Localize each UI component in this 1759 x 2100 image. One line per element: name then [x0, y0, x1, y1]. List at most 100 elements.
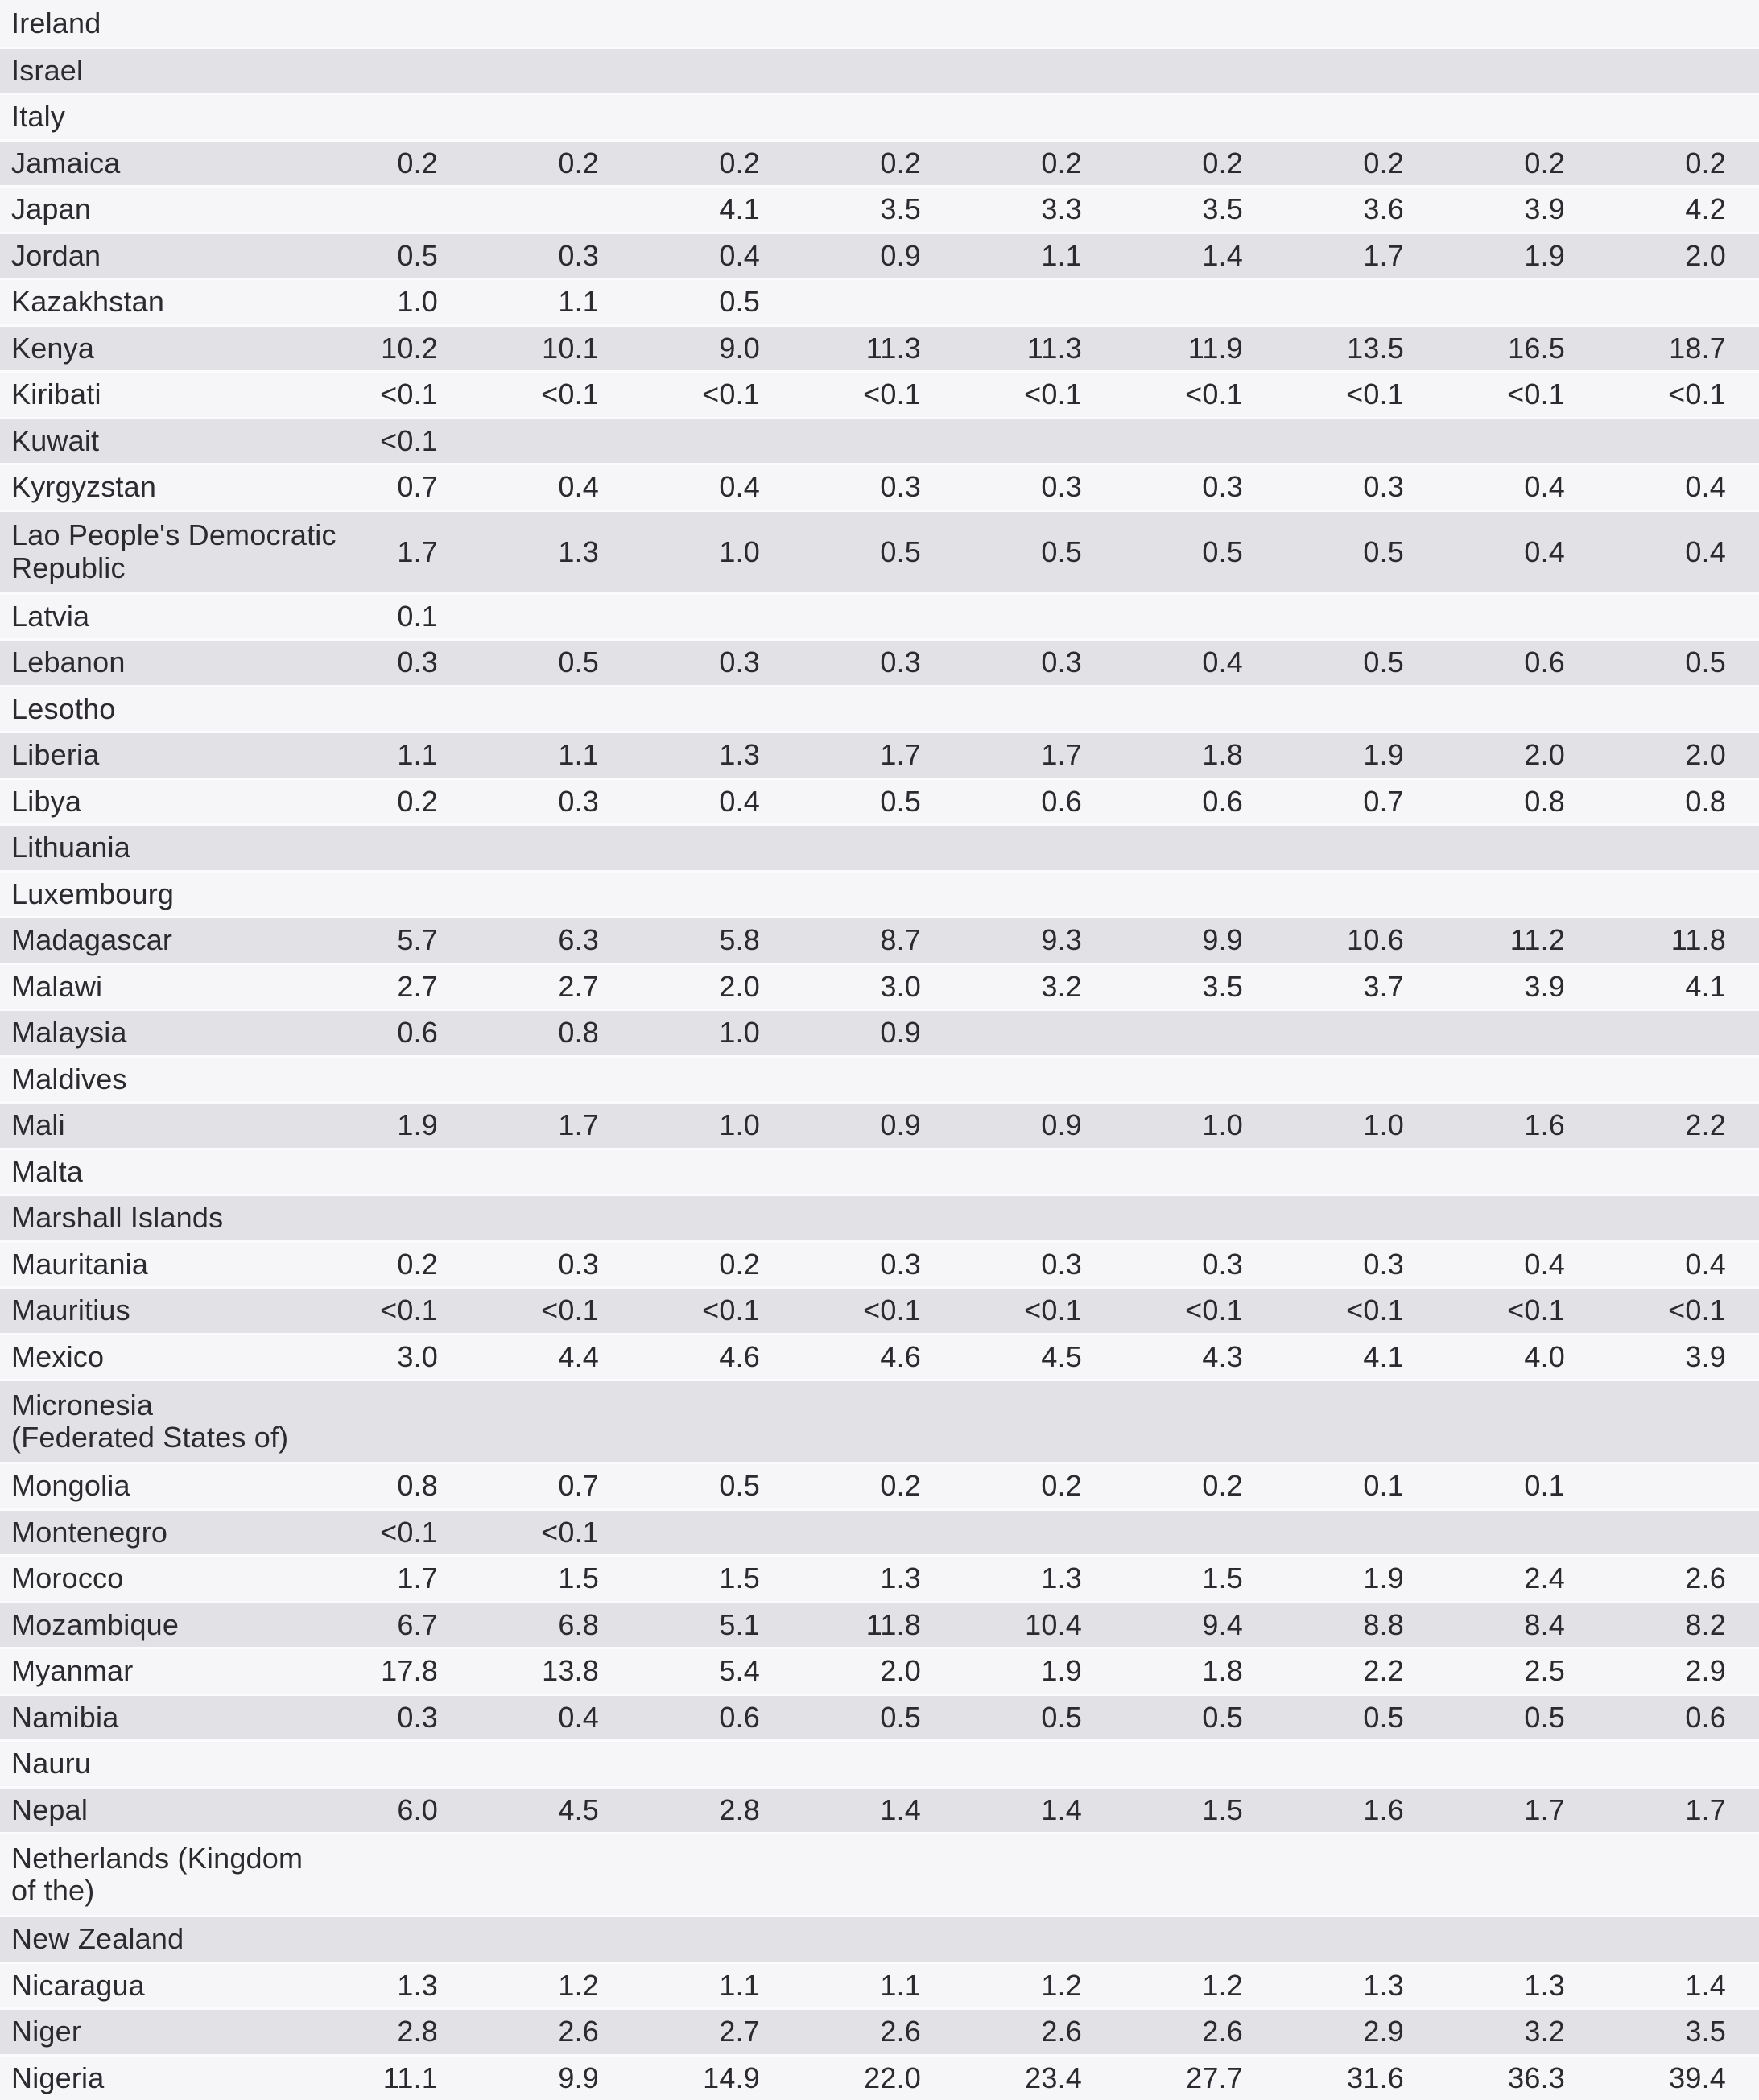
value-cell: 8.4 [1524, 1607, 1565, 1641]
country-name: Kiribati [11, 378, 101, 411]
value-cell: 0.3 [1363, 1247, 1404, 1281]
value-cell: 22.0 [864, 2061, 921, 2094]
value-cell: 1.3 [1041, 1562, 1082, 1595]
value-cell: 0.3 [1041, 470, 1082, 504]
value-cell: 2.6 [1202, 2015, 1243, 2048]
value-cell: <0.1 [1507, 378, 1565, 411]
value-cell: <0.1 [1185, 378, 1243, 411]
country-name: Maldives [11, 1062, 127, 1095]
value-cell: 2.9 [1685, 1654, 1726, 1688]
value-cell: 0.3 [719, 646, 760, 679]
value-cell: 1.3 [397, 1968, 438, 2002]
table-row: Kazakhstan 1.0 1.1 0.5 [0, 278, 1759, 324]
value-cell: 3.5 [1202, 192, 1243, 226]
value-cell: 2.0 [1524, 738, 1565, 772]
table-row: Nepal 6.0 4.5 2.8 1.4 1.4 1.5 1.6 1.7 1.7 [0, 1785, 1759, 1832]
value-cell: 1.0 [719, 1016, 760, 1050]
country-name: Morocco [11, 1562, 124, 1595]
value-cell: 0.3 [880, 470, 921, 504]
value-cell: 10.2 [381, 331, 438, 365]
country-name: Luxembourg [11, 877, 175, 910]
value-cell: 1.7 [1041, 738, 1082, 772]
table-row: Mongolia 0.8 0.7 0.5 0.2 0.2 0.2 0.1 0.1 [0, 1462, 1759, 1508]
value-cell: 2.8 [719, 1793, 760, 1826]
country-name: Lebanon [11, 646, 126, 679]
value-cell: 0.2 [880, 1469, 921, 1503]
value-cell: 2.7 [558, 969, 599, 1003]
value-cell: 0.6 [397, 1016, 438, 1050]
value-cell: 1.5 [719, 1562, 760, 1595]
value-cell: 2.7 [397, 969, 438, 1003]
value-cell: 1.1 [558, 285, 599, 319]
table-row: Mauritius <0.1 <0.1 <0.1 <0.1 <0.1 <0.1 <0.1 <0.… [0, 1286, 1759, 1333]
value-cell: <0.1 [1668, 378, 1726, 411]
value-cell: 0.9 [880, 1016, 921, 1050]
value-cell: 5.7 [397, 923, 438, 957]
value-cell: 3.0 [397, 1339, 438, 1373]
value-cell: 0.5 [880, 1700, 921, 1734]
value-cell: 0.5 [1524, 1700, 1565, 1734]
value-cell: 17.8 [381, 1654, 438, 1688]
value-cell: 0.3 [880, 1247, 921, 1281]
value-cell: 3.2 [1524, 2015, 1565, 2048]
table-row: Mali 1.9 1.7 1.0 0.9 0.9 1.0 1.0 1.6 2.2 [0, 1101, 1759, 1148]
table-row: Malawi 2.7 2.7 2.0 3.0 3.2 3.5 3.7 3.9 4.1 [0, 962, 1759, 1009]
country-name: Netherlands (Kingdom of the) [11, 1841, 303, 1907]
value-cell: 23.4 [1025, 2061, 1082, 2094]
table-row: Ireland [0, 0, 1759, 47]
table-row: Nicaragua 1.3 1.2 1.1 1.1 1.2 1.2 1.3 1.3 1.4 [0, 1961, 1759, 2007]
value-cell: 3.9 [1685, 1339, 1726, 1373]
value-cell: 0.5 [1041, 1700, 1082, 1734]
table-row: Kenya 10.2 10.1 9.0 11.3 11.3 11.9 13.5 16.5 18.7 [0, 324, 1759, 370]
table-row: Mexico 3.0 4.4 4.6 4.6 4.5 4.3 4.1 4.0 3.9 [0, 1332, 1759, 1379]
country-name: Lesotho [11, 691, 116, 725]
table-row: Niger 2.8 2.6 2.7 2.6 2.6 2.6 2.9 3.2 3.5 [0, 2007, 1759, 2054]
country-name: Liberia [11, 738, 100, 772]
value-cell: 0.7 [397, 470, 438, 504]
value-cell: 0.4 [1685, 470, 1726, 504]
value-cell: 0.4 [1685, 534, 1726, 568]
value-cell: 0.2 [1202, 146, 1243, 179]
country-name: Nigeria [11, 2061, 105, 2094]
value-cell: 8.8 [1363, 1607, 1404, 1641]
value-cell: 1.0 [1202, 1108, 1243, 1142]
value-cell: 1.2 [1202, 1968, 1243, 2002]
value-cell: 0.6 [1041, 784, 1082, 818]
value-cell: 1.3 [1524, 1968, 1565, 2002]
value-cell: <0.1 [380, 1515, 438, 1549]
table-row: Malaysia 0.6 0.8 1.0 0.9 [0, 1009, 1759, 1055]
country-name: Malawi [11, 969, 103, 1003]
value-cell: 1.7 [558, 1108, 599, 1142]
value-cell: <0.1 [863, 378, 921, 411]
value-cell: 1.7 [397, 534, 438, 568]
value-cell: 0.2 [397, 146, 438, 179]
value-cell: 0.6 [1685, 1700, 1726, 1734]
value-cell: 0.3 [880, 646, 921, 679]
value-cell: 0.4 [719, 238, 760, 272]
value-cell: 1.2 [1041, 1968, 1082, 2002]
value-cell: 0.8 [1524, 784, 1565, 818]
value-cell: 1.7 [1524, 1793, 1565, 1826]
value-cell: 0.2 [1041, 1469, 1082, 1503]
value-cell: 16.5 [1508, 331, 1565, 365]
value-cell: 1.1 [397, 738, 438, 772]
value-cell: <0.1 [380, 1293, 438, 1327]
value-cell: 9.3 [1041, 923, 1082, 957]
value-cell: 9.9 [558, 2061, 599, 2094]
value-cell: <0.1 [1346, 1293, 1404, 1327]
table-row: New Zealand [0, 1915, 1759, 1962]
value-cell: 0.3 [558, 238, 599, 272]
value-cell: 6.0 [397, 1793, 438, 1826]
value-cell: 9.9 [1202, 923, 1243, 957]
country-name: Libya [11, 784, 82, 818]
value-cell: 1.1 [1041, 238, 1082, 272]
value-cell: 10.6 [1347, 923, 1404, 957]
country-name: Malaysia [11, 1016, 127, 1050]
value-cell: 0.5 [1041, 534, 1082, 568]
value-cell: 1.0 [397, 285, 438, 319]
value-cell: 10.4 [1025, 1607, 1082, 1641]
value-cell: 0.9 [880, 238, 921, 272]
country-name: Malta [11, 1154, 84, 1188]
value-cell: 2.0 [1685, 238, 1726, 272]
country-name: Nauru [11, 1747, 92, 1780]
